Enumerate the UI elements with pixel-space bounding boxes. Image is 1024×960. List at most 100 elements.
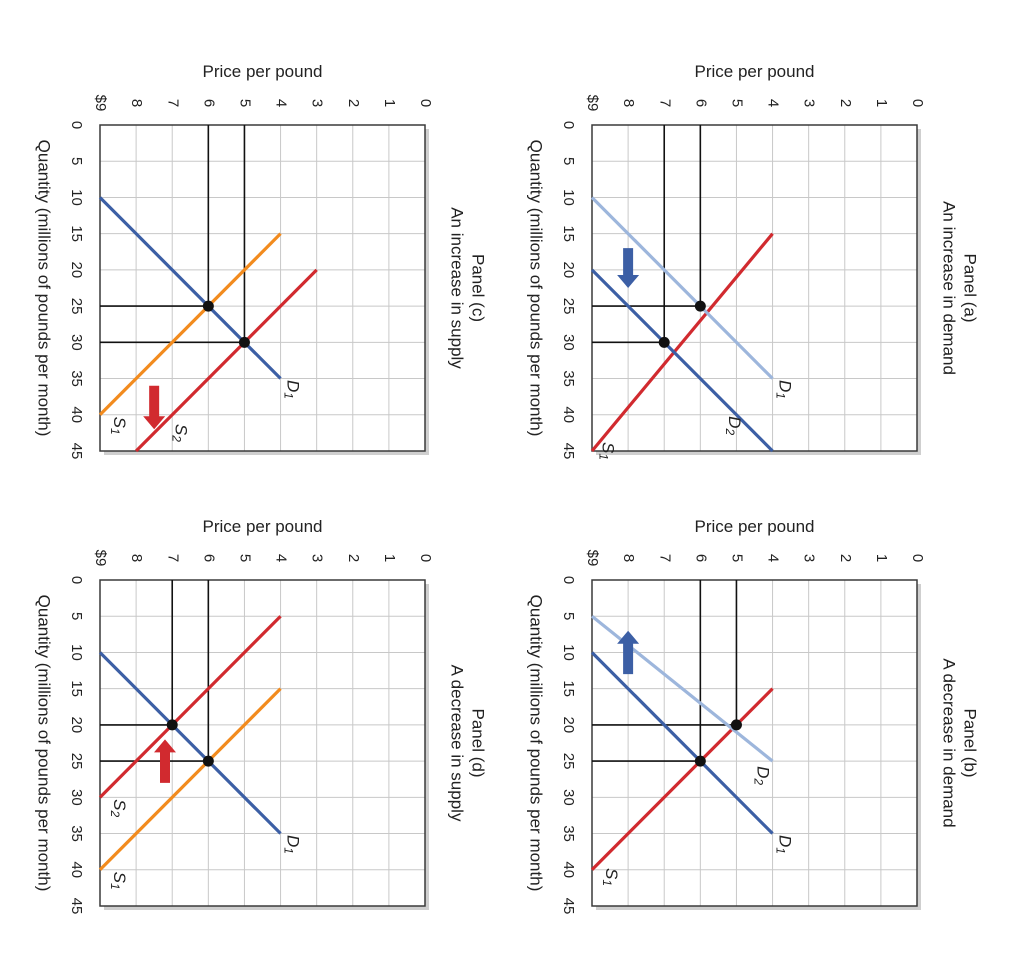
plot-area (592, 125, 917, 451)
shift-arrow (617, 630, 640, 675)
price-axis-title: Price per pound (694, 62, 814, 81)
equilibrium-point (730, 719, 742, 731)
quantity-tick-label: 10 (560, 644, 577, 661)
quantity-tick-label: 45 (68, 898, 85, 915)
quantity-tick-label: 35 (560, 370, 577, 387)
curve-s2 (134, 268, 318, 453)
price-tick-label: 2 (345, 99, 362, 107)
curve-label-d2: D2 (723, 416, 744, 435)
quantity-tick-label: 0 (68, 121, 85, 129)
equilibrium-point (202, 300, 214, 312)
price-tick-label: 8 (620, 99, 637, 107)
price-tick-label: $9 (92, 550, 109, 567)
price-tick-label: 3 (309, 99, 326, 107)
curve-label-s1: S1 (600, 868, 621, 886)
quantity-tick-label: 30 (68, 334, 85, 351)
shift-arrow (617, 248, 640, 288)
panel-title: A decrease in demand (940, 658, 959, 827)
curve-label-d1: D1 (773, 380, 794, 399)
quantity-tick-label: 20 (68, 262, 85, 279)
equilibrium-point (694, 300, 706, 312)
panel-label: Panel (b) (961, 709, 980, 778)
quantity-tick-label: 40 (68, 861, 85, 878)
quantity-tick-label: 30 (560, 789, 577, 806)
curve-d1 (98, 196, 282, 380)
quantity-tick-label: 25 (68, 753, 85, 770)
quantity-tick-label: 35 (560, 825, 577, 842)
price-tick-label: 3 (309, 554, 326, 562)
price-tick-label: $9 (584, 95, 601, 112)
price-tick-label: 8 (620, 554, 637, 562)
price-tick-label: 3 (801, 99, 818, 107)
price-axis-title: Price per pound (694, 517, 814, 536)
quantity-tick-label: 30 (560, 334, 577, 351)
price-tick-label: 5 (728, 554, 745, 562)
quantity-tick-label: 5 (68, 157, 85, 165)
panel-title: An increase in demand (940, 201, 959, 375)
curve-label-s2: S2 (169, 424, 190, 442)
price-tick-label: 1 (873, 554, 890, 562)
panel-b: S1D1D2012345678$9051015202530354045Price… (527, 517, 980, 914)
price-tick-label: 3 (801, 554, 818, 562)
price-tick-label: 7 (656, 554, 673, 562)
curve-s1 (590, 687, 774, 871)
price-tick-label: $9 (92, 95, 109, 112)
price-tick-label: 6 (200, 99, 217, 107)
curve-s1 (98, 687, 282, 871)
price-tick-label: 0 (909, 554, 926, 562)
equilibrium-point (202, 755, 214, 767)
equilibrium-point (694, 755, 706, 767)
equilibrium-point (166, 719, 178, 731)
price-tick-label: 5 (236, 554, 253, 562)
quantity-tick-label: 10 (68, 189, 85, 206)
quantity-tick-label: 30 (68, 789, 85, 806)
plot-frame (591, 124, 918, 452)
quantity-tick-label: 45 (560, 443, 577, 460)
quantity-tick-label: 5 (560, 157, 577, 165)
plot-frame (591, 579, 918, 907)
price-tick-label: 7 (164, 554, 181, 562)
quantity-tick-label: 15 (560, 225, 577, 242)
panel-d: S1S2D1012345678$9051015202530354045Price… (35, 517, 488, 914)
price-tick-label: 4 (765, 554, 782, 562)
curve-label-s1: S1 (108, 872, 129, 890)
price-tick-label: 1 (873, 99, 890, 107)
quantity-axis-title: Quantity (millions of pounds per month) (35, 140, 54, 437)
curve-label-d1: D1 (281, 835, 302, 854)
quantity-tick-label: 15 (68, 225, 85, 242)
price-tick-label: 1 (381, 99, 398, 107)
price-tick-label: 0 (417, 99, 434, 107)
quantity-tick-label: 15 (68, 680, 85, 697)
curve-d1 (98, 651, 282, 835)
quantity-tick-label: 0 (68, 576, 85, 584)
curve-label-d1: D1 (281, 380, 302, 399)
quantity-tick-label: 40 (560, 861, 577, 878)
price-tick-label: 5 (236, 99, 253, 107)
price-tick-label: 6 (692, 99, 709, 107)
curve-d2 (590, 268, 774, 453)
price-tick-label: 8 (128, 554, 145, 562)
panel-label: Panel (d) (469, 709, 488, 778)
price-tick-label: 2 (837, 99, 854, 107)
plot-area (592, 580, 917, 906)
quantity-axis-title: Quantity (millions of pounds per month) (527, 140, 546, 437)
shift-arrow (143, 385, 166, 430)
panels: S1D1D2012345678$9051015202530354045Price… (35, 62, 980, 914)
panel-label: Panel (a) (961, 254, 980, 323)
plot-area (100, 125, 425, 451)
quantity-tick-label: 25 (560, 298, 577, 315)
quantity-tick-label: 0 (560, 576, 577, 584)
price-tick-label: 2 (345, 554, 362, 562)
quantity-tick-label: 20 (560, 717, 577, 734)
price-tick-label: 4 (273, 99, 290, 107)
price-tick-label: 7 (164, 99, 181, 107)
price-tick-label: 5 (728, 99, 745, 107)
quantity-tick-label: 40 (68, 406, 85, 423)
price-tick-label: 6 (200, 554, 217, 562)
price-tick-label: 4 (273, 554, 290, 562)
panel-title: An increase in supply (448, 207, 467, 369)
curve-s1 (590, 232, 774, 453)
quantity-tick-label: 10 (68, 644, 85, 661)
quantity-tick-label: 0 (560, 121, 577, 129)
panel-c: S1 S2D1012345678$9051015202530354045Price… (35, 62, 488, 459)
